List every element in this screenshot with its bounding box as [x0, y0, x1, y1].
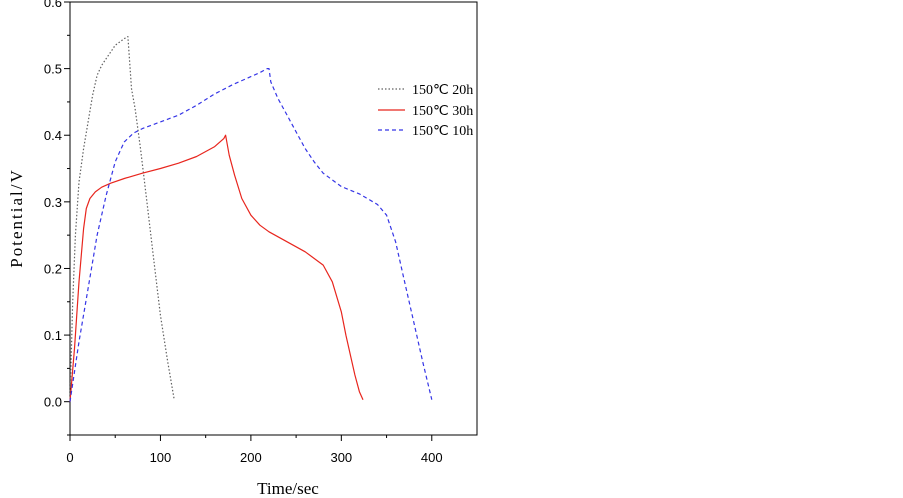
y-axis-ticks: 0.0 0.1 0.2 0.3 0.4 0.5 0.6	[44, 0, 70, 436]
y-tick-label: 0.1	[44, 328, 62, 343]
series-line-30h	[69, 134, 364, 402]
y-tick-label: 0.6	[44, 0, 62, 10]
legend: 150℃ 20h 150℃ 30h 150℃ 10h	[378, 83, 473, 139]
x-tick-label: 200	[240, 450, 262, 465]
x-tick-label: 300	[330, 450, 352, 465]
x-tick-label: 100	[150, 450, 172, 465]
series-layer	[69, 36, 433, 402]
series-line-10h	[69, 68, 433, 402]
plot-frame	[69, 1, 478, 436]
legend-label-20h: 150℃ 20h	[412, 83, 473, 98]
y-tick-label: 0.3	[44, 195, 62, 210]
legend-item-30h: 150℃ 30h	[378, 104, 473, 119]
x-tick-label: 0	[66, 450, 73, 465]
series-line-20h	[69, 36, 175, 402]
y-axis-title: Potential/V	[7, 168, 26, 267]
x-tick-label: 400	[421, 450, 443, 465]
y-tick-label: 0.2	[44, 261, 62, 276]
x-axis-title: Time/sec	[257, 479, 319, 498]
legend-label-30h: 150℃ 30h	[412, 104, 473, 119]
legend-item-10h: 150℃ 10h	[378, 124, 473, 139]
y-tick-label: 0.5	[44, 62, 62, 77]
y-tick-label: 0.4	[44, 128, 62, 143]
legend-label-10h: 150℃ 10h	[412, 124, 473, 139]
y-tick-label: 0.0	[44, 395, 62, 410]
x-axis-ticks: 0 100 200 300 400	[66, 435, 443, 465]
legend-item-20h: 150℃ 20h	[378, 83, 473, 98]
